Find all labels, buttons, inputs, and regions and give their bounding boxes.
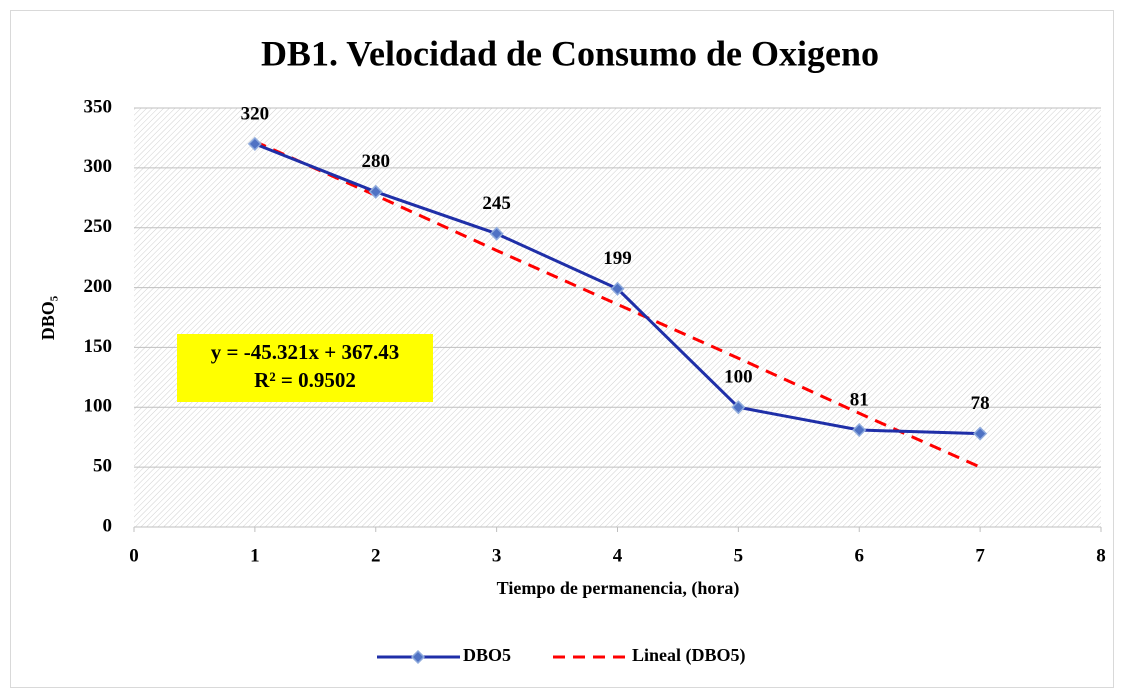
equation-box — [177, 334, 433, 402]
data-label: 100 — [724, 367, 753, 388]
x-tick-label: 3 — [492, 545, 502, 566]
x-tick-label: 1 — [250, 545, 260, 566]
x-tick-label: 8 — [1096, 545, 1106, 566]
legend-label: Lineal (DBO5) — [632, 645, 746, 666]
equation-text: y = -45.321x + 367.43 — [211, 340, 399, 364]
y-tick-label: 200 — [84, 276, 113, 297]
data-label: 320 — [241, 103, 270, 124]
marker — [731, 400, 746, 415]
y-tick-label: 250 — [84, 216, 113, 237]
chart-title: DB1. Velocidad de Consumo de Oxigeno — [261, 33, 879, 73]
x-tick-label: 2 — [371, 545, 381, 566]
marker — [973, 426, 988, 441]
marker — [610, 281, 625, 296]
trendline — [254, 140, 981, 469]
y-tick-label: 300 — [84, 156, 113, 177]
x-tick-label: 5 — [734, 545, 744, 566]
x-tick-label: 7 — [975, 545, 985, 566]
legend-label: DBO5 — [463, 645, 511, 665]
marker — [368, 184, 383, 199]
legend-marker — [410, 649, 426, 665]
y-tick-label: 150 — [84, 336, 113, 357]
y-tick-label: 50 — [93, 456, 112, 477]
x-tick-label: 4 — [613, 545, 623, 566]
data-label: 245 — [482, 193, 511, 214]
y-axis-title: DBO₅ — [38, 296, 58, 340]
data-label: 199 — [603, 248, 632, 269]
y-tick-label: 100 — [84, 396, 113, 417]
equation-text: R² = 0.9502 — [254, 368, 356, 392]
x-tick-label: 6 — [855, 545, 865, 566]
y-tick-label: 0 — [103, 515, 113, 536]
y-tick-label: 350 — [84, 96, 113, 117]
data-label: 81 — [850, 389, 869, 410]
data-label: 78 — [971, 393, 990, 414]
data-label: 280 — [362, 151, 391, 172]
marker — [852, 422, 867, 438]
x-tick-label: 0 — [129, 545, 139, 566]
plot-area — [134, 108, 1101, 527]
x-axis-title: Tiempo de permanencia, (hora) — [497, 578, 740, 599]
marker — [247, 136, 262, 151]
marker — [489, 226, 504, 241]
